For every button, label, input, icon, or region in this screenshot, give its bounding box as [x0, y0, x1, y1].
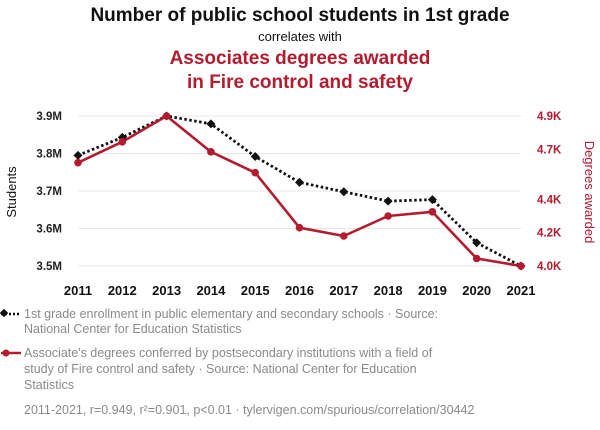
x-tick-label: 2012: [108, 283, 137, 298]
series1-point: [73, 150, 83, 160]
series2-point: [251, 168, 259, 177]
y-axis-right-label: Degrees awarded: [582, 141, 597, 244]
series1-point: [295, 177, 304, 187]
chart-connector-text: correlates with: [258, 29, 342, 44]
chart-second-title-line1: Associates degrees awarded: [170, 48, 431, 69]
x-tick-label: 2014: [196, 283, 226, 298]
y-left-tick-label: 3.8M: [36, 149, 62, 161]
legend-item-series1: 1st grade enrollment in public elementar…: [0, 307, 438, 336]
series1-point: [206, 119, 216, 129]
y-left-tick-label: 3.5M: [36, 261, 62, 273]
series2-point: [207, 148, 215, 156]
y-right-tick-label: 4.2K: [537, 228, 562, 240]
legend: 1st grade enrollment in public elementar…: [0, 307, 438, 392]
series1-point: [427, 195, 437, 205]
y-right-tick-label: 4.9K: [537, 111, 562, 123]
series2-point: [517, 262, 525, 270]
series2-point: [118, 138, 127, 146]
series2-point: [340, 232, 348, 240]
y-axis-left-label: Students: [4, 166, 19, 218]
legend-text-series2-line1: Associate's degrees conferred by postsec…: [24, 346, 433, 360]
grid-lines: [78, 115, 521, 267]
x-tick-label: 2011: [64, 283, 92, 298]
series1-point: [383, 196, 393, 206]
legend-swatch-marker-series2: [2, 349, 10, 357]
series1-point: [472, 238, 482, 248]
legend-text-series1-line1: 1st grade enrollment in public elementar…: [24, 307, 438, 321]
x-tick-label: 2013: [152, 283, 181, 298]
y-left-tick-label: 3.9M: [36, 111, 62, 123]
y-right-tick-label: 4.4K: [537, 194, 562, 206]
series2-point: [428, 208, 437, 216]
legend-item-series2: Associate's degrees conferred by postsec…: [1, 346, 433, 392]
y-left-tick-label: 3.6M: [36, 224, 62, 236]
legend-text-series1-line2: National Center for Education Statistics: [24, 322, 241, 336]
series1-point: [250, 152, 260, 161]
y-left-tick-label: 3.7M: [36, 186, 62, 198]
series1-point: [339, 187, 349, 197]
x-tick-label: 2021: [507, 283, 536, 298]
x-tick-label: 2018: [374, 283, 403, 298]
x-tick-label: 2020: [462, 283, 491, 298]
chart-title: Number of public school students in 1st …: [90, 5, 509, 26]
x-tick-label: 2015: [241, 283, 270, 298]
x-tick-label: 2016: [285, 283, 314, 298]
x-tick-label: 2019: [418, 283, 447, 298]
legend-text-series2-line3: Statistics: [24, 378, 74, 392]
y-right-tick-label: 4.7K: [537, 144, 562, 156]
series2-point: [295, 223, 304, 232]
series-markers: [73, 111, 526, 271]
y-right-tick-label: 4.0K: [537, 261, 562, 273]
legend-text-series2-line2: study of Fire control and safety · Sourc…: [24, 362, 417, 376]
x-tick-label: 2017: [329, 283, 358, 298]
series2-point: [472, 254, 481, 263]
series2-point: [162, 112, 171, 120]
legend-swatch-marker-series1: [0, 308, 9, 318]
footer-stats-text: 2011-2021, r=0.949, r²=0.901, p<0.01 · t…: [24, 403, 474, 417]
series2-point: [384, 212, 392, 220]
axis-ticks: 3.5M 3.6M 3.7M 3.8M 3.9M 4.0K 4.2K 4.4K 4.7K 4.9K…: [36, 111, 562, 298]
chart-second-title-line2: in Fire control and safety: [187, 72, 413, 93]
series2-point: [74, 158, 82, 167]
